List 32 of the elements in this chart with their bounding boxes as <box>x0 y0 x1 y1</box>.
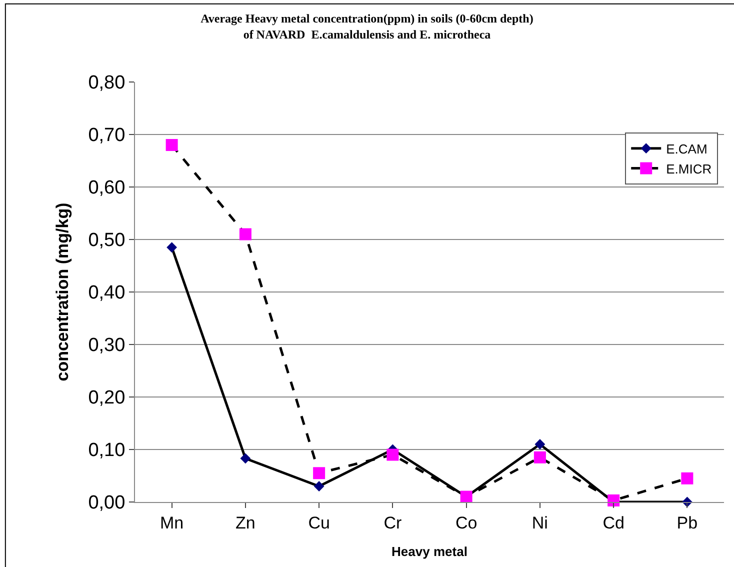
x-tick-label: Co <box>455 513 478 532</box>
point <box>534 451 546 464</box>
point <box>240 453 251 464</box>
chart-title: Average Heavy metal concentration(ppm) in soils (0-60cm depth) of NAVARD E.camaldulensis and E. microtheca <box>200 12 534 42</box>
y-tick-label: 0,40 <box>88 282 126 304</box>
y-tick-label: 0,20 <box>88 388 126 409</box>
y-tick-label: 0,30 <box>88 335 126 356</box>
point <box>239 228 252 240</box>
x-axis-title: Heavy metal <box>392 544 468 559</box>
point <box>166 139 178 151</box>
y-axis-title: concentration (mg/kg) <box>52 202 72 382</box>
y-tick-label: 0,70 <box>88 125 126 146</box>
point <box>534 439 546 450</box>
x-tick-label: Cu <box>308 513 330 532</box>
y-tick-label: 0,10 <box>88 440 126 462</box>
x-tick-label: Ni <box>532 513 548 532</box>
point <box>313 467 326 480</box>
point <box>386 448 399 461</box>
point <box>681 472 694 484</box>
y-tick-label: 0,50 <box>88 230 126 252</box>
y-tick-label: 0,00 <box>88 492 126 514</box>
x-tick-label: Cr <box>384 513 402 532</box>
legend-label: E.MICR <box>666 161 712 176</box>
legend-label: E.CAM <box>666 141 708 156</box>
point <box>166 242 178 253</box>
y-tick-label: 0,60 <box>88 178 126 199</box>
x-tick-label: Zn <box>236 513 256 532</box>
y-tick-label: 0,80 <box>88 72 126 94</box>
point <box>314 481 324 492</box>
x-tick-label: Pb <box>676 513 698 532</box>
x-tick-label: Mn <box>160 513 184 532</box>
x-tick-label: Cd <box>602 513 624 532</box>
